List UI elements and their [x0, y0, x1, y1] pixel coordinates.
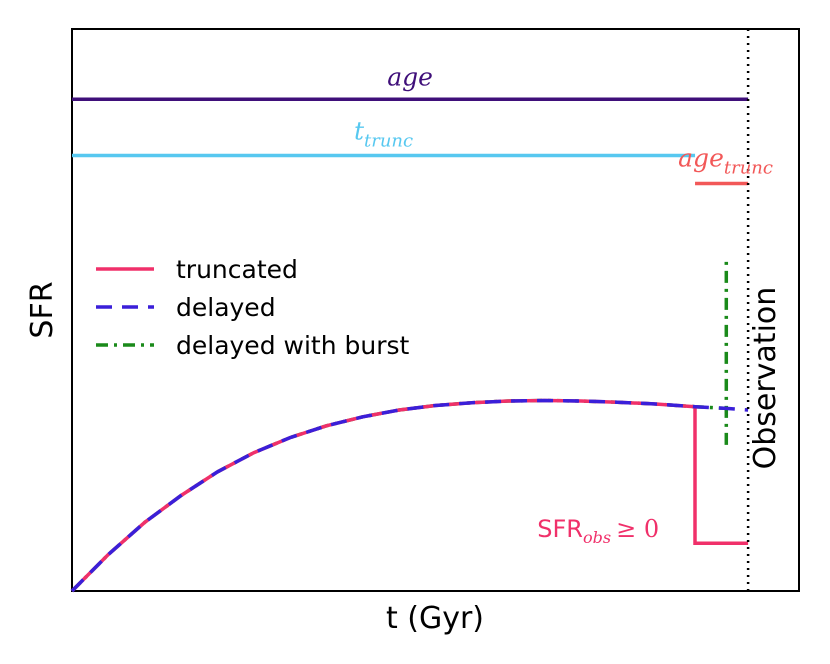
y-axis-label: SFR [25, 281, 60, 338]
series-layer [70, 256, 749, 593]
x-axis-label: t (Gyr) [386, 601, 484, 636]
plot-frame [71, 28, 800, 592]
span-label-t-trunc: ttrunc [354, 116, 413, 151]
span-label-age-trunc: agetrunc [678, 144, 773, 179]
sfr-obs-annotation: SFRobs ≥ 0 [537, 515, 659, 547]
legend-label-2: delayed with burst [176, 331, 410, 360]
span-layer [72, 97, 749, 186]
legend-label-0: truncated [176, 255, 298, 284]
legend: truncated delayed delayed with burst [96, 255, 410, 360]
legend-label-1: delayed [176, 293, 276, 322]
observation-label: Observation [748, 287, 783, 470]
span-label-age: age [387, 62, 433, 91]
series-line-delayed [70, 398, 749, 593]
